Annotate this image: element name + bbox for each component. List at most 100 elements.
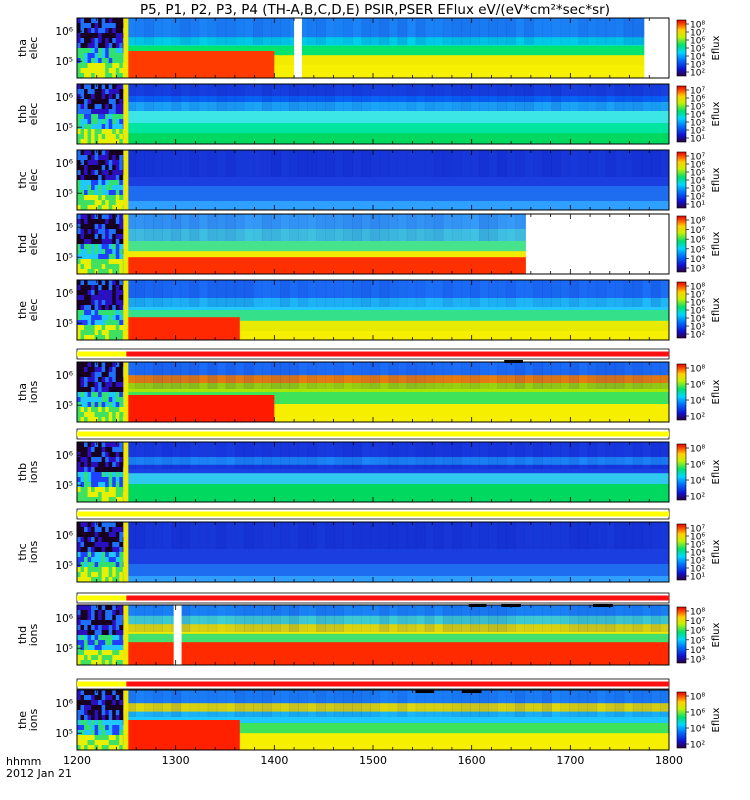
noise-cell bbox=[80, 472, 85, 478]
noise-cell bbox=[119, 190, 124, 196]
noise-cell bbox=[105, 295, 110, 301]
noise-cell bbox=[105, 467, 110, 473]
texture-column bbox=[388, 690, 399, 717]
texture-column bbox=[623, 690, 634, 717]
noise-cell bbox=[84, 244, 88, 250]
noise-cell bbox=[115, 660, 120, 666]
noise-cell bbox=[112, 185, 117, 191]
texture-column bbox=[280, 442, 290, 469]
noise-cell bbox=[115, 229, 120, 235]
noise-cell bbox=[77, 269, 81, 275]
species-label: elec bbox=[27, 233, 40, 256]
texture-column bbox=[126, 362, 136, 389]
noise-cell bbox=[94, 610, 99, 616]
noise-cell bbox=[112, 58, 117, 64]
noise-cell bbox=[80, 615, 85, 621]
noise-cell bbox=[80, 725, 85, 731]
noise-cell bbox=[108, 264, 113, 270]
noise-cell bbox=[108, 190, 113, 196]
noise-cell bbox=[91, 467, 96, 473]
texture-column bbox=[216, 18, 227, 45]
texture-column bbox=[460, 362, 471, 389]
noise-cell bbox=[101, 48, 106, 54]
noise-cell bbox=[115, 134, 120, 140]
noise-cell bbox=[115, 537, 120, 543]
noise-cell bbox=[87, 269, 92, 275]
noise-cell bbox=[94, 705, 99, 711]
noise-cell bbox=[115, 114, 120, 120]
noise-cell bbox=[84, 18, 88, 24]
noise-cell bbox=[94, 462, 99, 468]
noise-cell bbox=[98, 195, 103, 201]
noise-cell bbox=[119, 725, 124, 731]
noise-cell bbox=[119, 492, 124, 498]
noise-cell bbox=[80, 300, 85, 306]
noise-cell bbox=[84, 452, 88, 458]
noise-cell bbox=[101, 705, 106, 711]
noise-cell bbox=[91, 180, 96, 186]
noise-cell bbox=[108, 254, 113, 260]
texture-column bbox=[596, 522, 607, 549]
noise-cell bbox=[119, 567, 124, 573]
noise-cell bbox=[119, 720, 124, 726]
texture-column bbox=[316, 442, 326, 469]
noise-cell bbox=[91, 325, 96, 331]
noise-cell bbox=[98, 129, 103, 135]
noise-cell bbox=[112, 28, 117, 34]
texture-column bbox=[153, 690, 164, 717]
noise-cell bbox=[119, 457, 124, 463]
noise-cell bbox=[91, 58, 96, 64]
noise-cell bbox=[87, 205, 92, 211]
colorbar-label: Eflux bbox=[711, 101, 722, 126]
noise-cell bbox=[101, 615, 106, 621]
noise-cell bbox=[80, 700, 85, 706]
noise-cell bbox=[80, 330, 85, 336]
noise-cell bbox=[84, 700, 88, 706]
transition-column bbox=[123, 690, 129, 750]
noise-cell bbox=[94, 547, 99, 553]
texture-column bbox=[325, 605, 335, 632]
texture-column bbox=[542, 84, 552, 111]
noise-cell bbox=[119, 745, 124, 751]
noise-cell bbox=[87, 705, 92, 711]
noise-cell bbox=[94, 295, 99, 301]
noise-cell bbox=[105, 259, 110, 265]
noise-cell bbox=[91, 492, 96, 498]
noise-cell bbox=[115, 497, 120, 503]
texture-column bbox=[641, 690, 652, 717]
texture-column bbox=[632, 442, 643, 469]
texture-column bbox=[515, 150, 525, 177]
noise-cell bbox=[101, 552, 106, 558]
noise-cell bbox=[80, 305, 85, 311]
noise-cell bbox=[84, 552, 88, 558]
noise-cell bbox=[80, 63, 85, 69]
noise-cell bbox=[87, 68, 92, 74]
texture-column bbox=[578, 280, 589, 307]
noise-cell bbox=[87, 165, 92, 171]
noise-cell bbox=[87, 249, 92, 255]
noise-cell bbox=[101, 119, 106, 125]
texture-column bbox=[506, 280, 516, 307]
texture-column bbox=[126, 18, 136, 45]
y-tick-label: 10⁶ bbox=[55, 613, 73, 625]
noise-cell bbox=[112, 382, 117, 388]
noise-cell bbox=[87, 114, 92, 120]
noise-cell bbox=[101, 392, 106, 398]
texture-column bbox=[596, 18, 607, 45]
transition-column bbox=[123, 362, 129, 422]
noise-cell bbox=[115, 290, 120, 296]
spectral-band bbox=[126, 642, 670, 666]
noise-cell bbox=[119, 244, 124, 250]
noise-cell bbox=[84, 33, 88, 39]
noise-cell bbox=[94, 155, 99, 161]
colorbar-scale bbox=[676, 85, 687, 143]
noise-cell bbox=[77, 367, 81, 373]
noise-cell bbox=[101, 557, 106, 563]
texture-column bbox=[515, 522, 525, 549]
noise-cell bbox=[77, 18, 81, 24]
noise-cell bbox=[84, 537, 88, 543]
texture-column bbox=[216, 522, 227, 549]
noise-cell bbox=[115, 320, 120, 326]
noise-cell bbox=[94, 655, 99, 661]
